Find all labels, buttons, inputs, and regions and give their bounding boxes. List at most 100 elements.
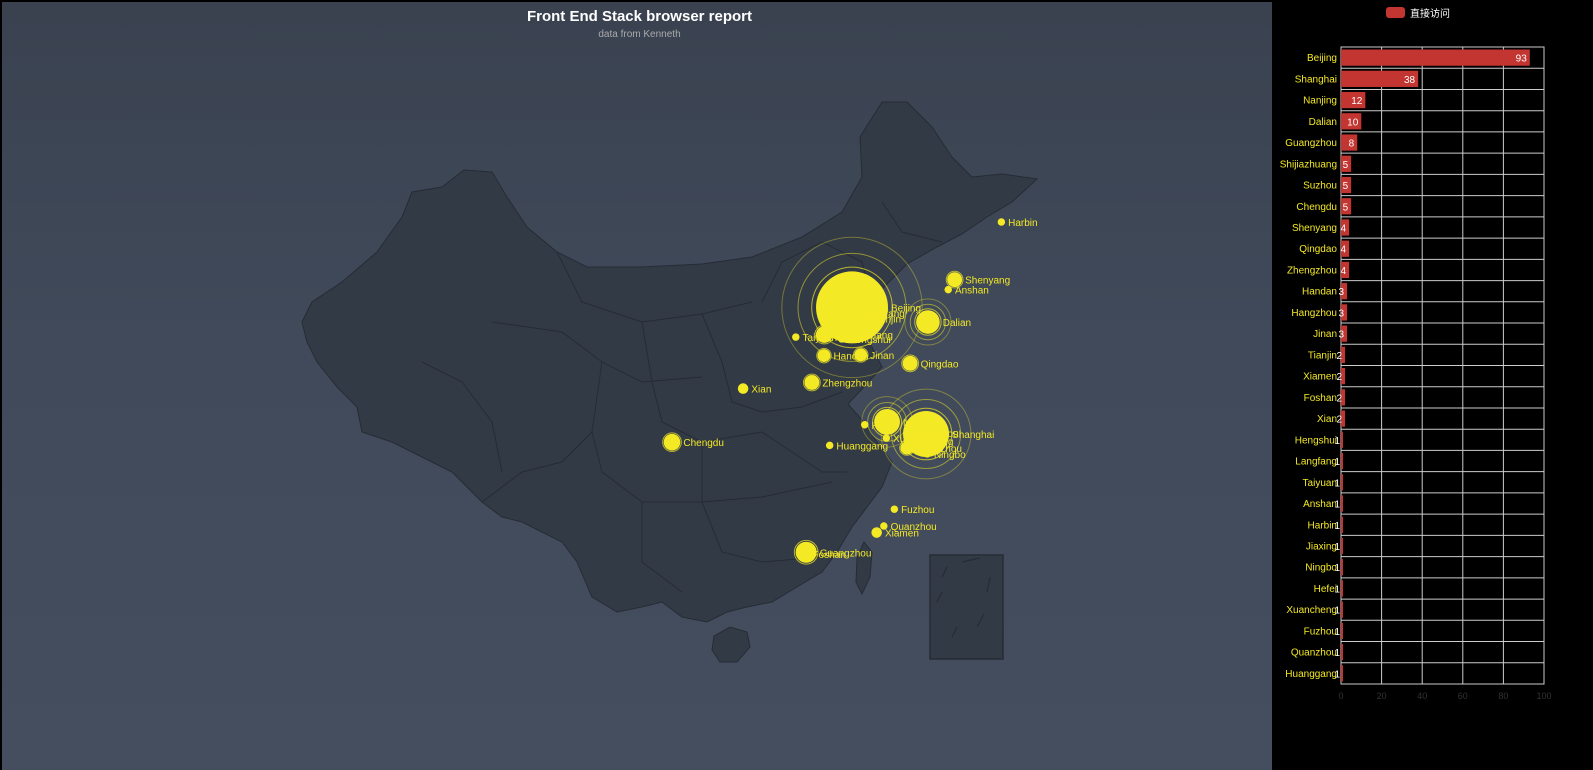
city-label-hangzhou: Hangzhou <box>916 444 962 455</box>
ripple-ring-beijing <box>811 266 893 349</box>
x-tick-label: 60 <box>1458 691 1468 701</box>
city-point-xian <box>737 383 749 394</box>
value-label-langfang: 1 <box>1334 457 1340 468</box>
bar-shijiazhuang <box>1341 155 1352 172</box>
value-label-nanjing: 12 <box>1351 96 1363 107</box>
city-label-jiaxing: Jiaxing <box>922 437 953 448</box>
category-label-quanzhou: Quanzhou <box>1291 648 1337 659</box>
value-label-tianjin: 2 <box>1336 351 1342 362</box>
city-label-anshan: Anshan <box>955 286 989 297</box>
ripple-ring-beijing <box>797 252 907 362</box>
value-label-hengshui: 1 <box>1334 436 1340 447</box>
ripple-ring-dalian <box>914 308 942 336</box>
chart-title: Front End Stack browser report <box>526 8 753 25</box>
bar-anshan <box>1341 495 1344 512</box>
ripple-ring-shanghai <box>899 407 953 461</box>
category-label-chengdu: Chengdu <box>1296 202 1337 213</box>
city-point-anshan <box>944 285 952 294</box>
city-label-guangzhou: Guangzhou <box>820 548 872 559</box>
category-label-shenyang: Shenyang <box>1292 223 1337 234</box>
city-point-handan <box>817 349 831 363</box>
value-label-xuancheng: 1 <box>1334 606 1340 617</box>
bar-nanjing <box>1341 91 1366 109</box>
value-label-xian: 2 <box>1336 415 1342 426</box>
value-label-jiaxing: 1 <box>1334 542 1340 553</box>
city-label-hengshui: Hengshui <box>849 335 891 346</box>
category-label-xian: Xian <box>1317 414 1337 425</box>
city-point-langfang <box>852 309 861 317</box>
city-point-fuzhou <box>890 505 899 513</box>
ripple-ring-shenyang <box>945 270 964 289</box>
ripple-ring-shanghai <box>880 388 972 480</box>
value-label-shanghai: 38 <box>1404 75 1416 86</box>
value-label-harbin: 1 <box>1334 521 1340 532</box>
category-label-guangzhou: Guangzhou <box>1285 138 1337 149</box>
category-label-harbin: Harbin <box>1308 520 1337 531</box>
city-point-qingdao <box>902 355 918 371</box>
city-label-dalian: Dalian <box>943 318 971 329</box>
x-tick-label: 20 <box>1377 691 1387 701</box>
city-label-xian: Xian <box>751 385 771 396</box>
value-label-huanggang: 1 <box>1334 669 1340 680</box>
city-point-hengshui <box>838 335 846 343</box>
value-label-beijing: 93 <box>1516 54 1528 65</box>
value-label-handan: 3 <box>1339 287 1345 298</box>
city-point-huanggang <box>825 441 834 450</box>
legend-label: 直接访问 <box>1410 9 1450 20</box>
city-point-taiyuan <box>792 333 800 341</box>
city-label-xuancheng: Xuancheng <box>893 434 944 445</box>
city-label-jinan: Jinan <box>870 351 894 362</box>
category-label-xiamen: Xiamen <box>1303 372 1337 383</box>
city-label-tianjin: Tianjin <box>872 315 901 326</box>
bar-xiamen <box>1341 368 1346 385</box>
hainan-island <box>711 626 751 663</box>
value-label-guangzhou: 8 <box>1349 139 1355 150</box>
value-label-ningbo: 1 <box>1334 563 1340 574</box>
category-label-shijiazhuang: Shijiazhuang <box>1280 159 1337 170</box>
value-label-taiyuan: 1 <box>1334 478 1340 489</box>
category-label-hangzhou: Hangzhou <box>1291 308 1337 319</box>
bar-chart-panel: 直接访问 0 20 40 60 80 100 Beijing 93 Shanghai 38 Nanj… <box>1272 0 1593 770</box>
bar-guangzhou <box>1341 134 1358 151</box>
city-point-zhengzhou <box>804 374 820 390</box>
ripple-ring-nanjing <box>861 396 913 448</box>
bar-langfang <box>1341 452 1344 470</box>
category-label-hefei: Hefei <box>1314 584 1337 595</box>
category-label-jinan: Jinan <box>1313 329 1337 340</box>
value-label-shijiazhuang: 5 <box>1343 160 1349 171</box>
category-label-ningbo: Ningbo <box>1305 563 1337 574</box>
city-label-hefei: Hefei <box>871 421 894 432</box>
bar-xuancheng <box>1341 601 1344 618</box>
inset-islands <box>936 557 991 638</box>
taiwan-island <box>855 541 873 596</box>
ripple-ring-dalian <box>909 303 947 341</box>
city-point-hefei <box>860 421 869 429</box>
category-label-anshan: Anshan <box>1303 499 1337 510</box>
category-label-handan: Handan <box>1302 287 1337 298</box>
city-point-jiaxing <box>911 437 920 445</box>
value-label-hefei: 1 <box>1334 584 1340 595</box>
ripple-ring-qingdao <box>901 354 919 373</box>
city-label-suzhou: Suzhou <box>925 429 959 440</box>
legend-swatch <box>1386 7 1405 18</box>
category-label-langfang: Langfang <box>1295 457 1337 468</box>
bar-quanzhou <box>1341 644 1344 661</box>
bar-suzhou <box>1341 176 1352 194</box>
bar-qingdao <box>1341 240 1350 257</box>
value-label-jinan: 3 <box>1339 330 1345 341</box>
city-label-foshan: Foshan <box>812 550 845 561</box>
category-label-qingdao: Qingdao <box>1299 244 1337 255</box>
ripple-ring-guangzhou <box>793 539 819 565</box>
bar-foshan <box>1341 389 1346 406</box>
bar-fuzhou <box>1341 622 1344 640</box>
south-china-sea-inset <box>929 554 1004 660</box>
city-label-zhengzhou: Zhengzhou <box>822 378 872 389</box>
city-point-beijing <box>816 271 889 344</box>
chart-legend[interactable]: 直接访问 <box>1386 5 1450 20</box>
bar-shanghai <box>1341 70 1419 87</box>
ripple-ring-handan <box>816 347 832 364</box>
ripple-ring-beijing <box>781 236 923 379</box>
city-point-quanzhou <box>880 522 888 530</box>
bar-taiyuan <box>1341 474 1344 491</box>
city-point-chengdu <box>663 433 681 451</box>
